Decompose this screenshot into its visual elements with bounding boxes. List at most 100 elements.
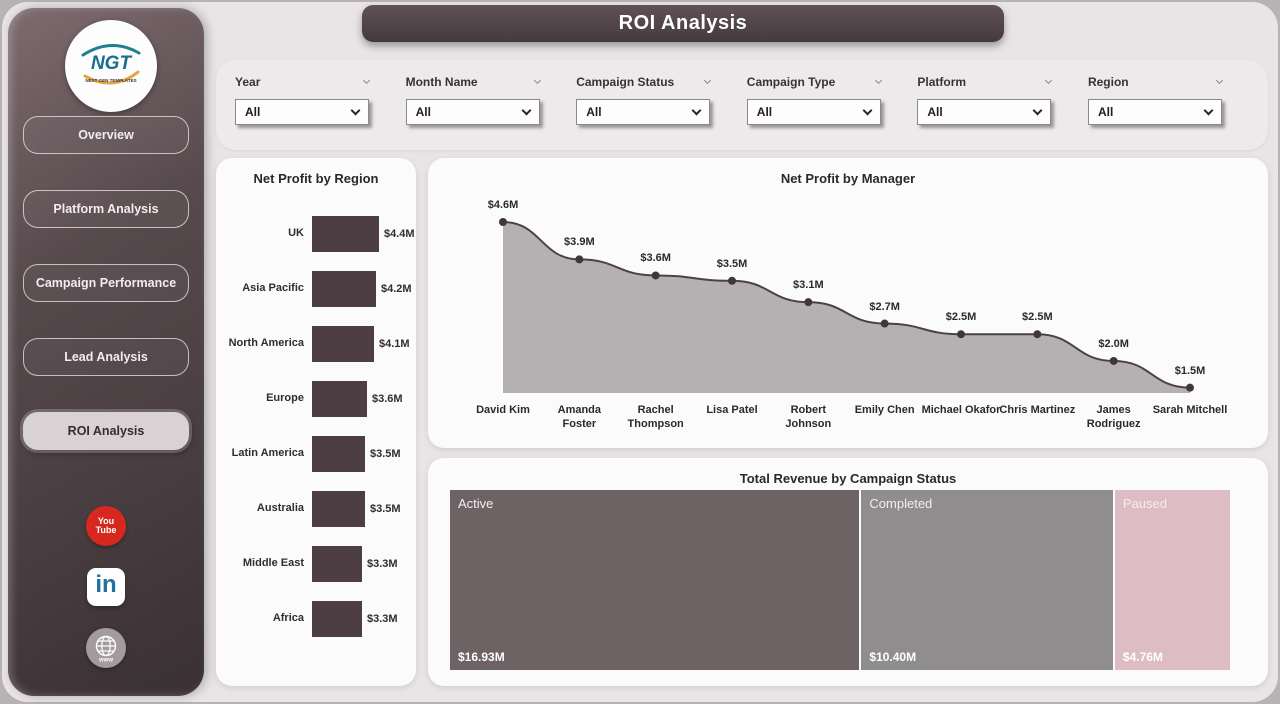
chevron-down-icon [350,105,361,115]
bar-category-label: North America [228,337,304,350]
filter-dropdown[interactable]: All [405,99,540,125]
point-value-label: $3.9M [564,236,595,249]
point-value-label: $3.1M [793,279,824,292]
x-axis-label: Rachel Thompson [627,404,684,430]
point-value-label: $2.5M [945,311,977,324]
chevron-down-icon [704,76,712,84]
bar-value-label: $3.3M [367,612,398,625]
point-value-label: $3.6M [640,252,671,265]
sidebar-item-lead-analysis[interactable]: Lead Analysis [23,338,189,376]
filter-label: Campaign Type [747,74,882,90]
treemap-segment-completed[interactable]: Completed $10.40M [861,490,1113,670]
segment-value: $16.93M [458,650,505,664]
area-fill [503,222,1190,393]
page-title-text: ROI Analysis [618,12,748,34]
ngt-logo-graphic: NGT NEXT GEN TEMPLATES [81,44,141,85]
region-bar-rows: UK $4.4M Asia Pacific $4.2M North America $4.… [216,206,416,646]
sidebar-item-campaign-performance[interactable]: Campaign Performance [23,264,189,302]
x-axis-label: James Rodriguez [1086,404,1141,430]
filter-dropdown[interactable]: All [746,99,881,125]
data-point[interactable] [880,319,889,328]
point-value-label: $2.5M [1022,311,1053,324]
chevron-down-icon [874,76,882,84]
revenue-by-status-card: Total Revenue by Campaign Status Active $… [428,458,1268,686]
filter-region: Region All [1087,74,1224,150]
filter-label: Month Name [406,74,541,90]
filter-selected-value: All [586,105,602,119]
data-point[interactable] [651,271,660,280]
youtube-icon[interactable]: You Tube [86,506,126,546]
treemap: Active $16.93M Completed $10.40M Paused $4.76… [450,490,1231,670]
chevron-down-icon [691,105,702,115]
area-chart-svg [499,218,1194,393]
filter-selected-value: All [1097,105,1114,119]
bar-row: Asia Pacific $4.2M [216,261,416,316]
filter-label: Platform [917,74,1053,90]
filter-selected-value: All [756,105,773,119]
data-point[interactable] [1186,383,1194,392]
bar-category-label: UK [288,227,304,240]
chevron-down-icon [533,76,541,84]
filter-bar: Year All Month Name All Campaign Status All Ca… [216,60,1268,150]
treemap-segment-paused[interactable]: Paused $4.76M [1114,490,1231,670]
bar[interactable] [312,545,362,582]
sidebar-item-overview[interactable]: Overview [23,116,189,154]
chevron-down-icon [362,76,371,84]
bar-row: North America $4.1M [216,316,416,371]
bar-row: Latin America $3.5M [216,426,416,481]
x-axis-label: David Kim [476,404,530,416]
chevron-down-icon [1045,76,1053,84]
filter-year: Year All [235,74,371,150]
filter-dropdown[interactable]: All [576,99,711,125]
bar[interactable] [312,380,367,417]
segment-label: Completed [869,496,933,511]
chevron-down-icon [521,105,532,115]
data-point[interactable] [499,218,507,226]
data-point[interactable] [575,255,584,264]
filter-label: Campaign Status [576,74,712,90]
bar[interactable] [312,600,362,637]
filter-dropdown[interactable]: All [1087,99,1222,125]
net-profit-by-manager-card: Net Profit by Manager $4.6M $3.9M $3.6M $3.… [428,158,1268,448]
trend-line [502,221,1191,389]
filter-campaign-type: Campaign Type All [746,74,882,150]
bar-category-label: Asia Pacific [242,282,304,295]
bar-row: Middle East $3.3M [216,536,416,591]
filter-selected-value: All [927,105,943,119]
segment-label: Paused [1122,496,1167,511]
filter-label: Year [235,74,371,90]
data-point[interactable] [1109,356,1118,365]
bar-category-label: Latin America [231,447,304,460]
segment-label: Active [458,496,494,511]
globe-graphic: www [95,635,117,664]
segment-value: $4.76M [1122,650,1163,664]
globe-www-label: www [98,658,113,664]
bar-value-label: $4.2M [381,282,412,295]
x-axis-label: Emily Chen [854,404,915,416]
bar[interactable] [312,435,365,472]
sidebar-item-platform-analysis[interactable]: Platform Analysis [23,190,189,228]
point-value-label: $2.0M [1098,337,1129,350]
linkedin-icon[interactable]: in [87,568,125,606]
filter-selected-value: All [245,105,261,119]
data-point[interactable] [1033,330,1042,339]
filter-dropdown[interactable]: All [917,99,1052,125]
point-value-label: $1.5M [1174,364,1206,377]
bar-value-label: $3.5M [370,447,401,460]
data-point[interactable] [804,298,813,307]
filter-campaign-status: Campaign Status All [576,74,712,150]
manager-chart: $4.6M $3.9M $3.6M $3.5M $3.1M $2.7M $2.5M $2.5M… [428,196,1268,446]
page-title: ROI Analysis [362,5,1004,42]
bar[interactable] [312,270,376,307]
bar[interactable] [312,325,374,362]
sidebar-item-roi-analysis[interactable]: ROI Analysis [23,412,189,450]
bar[interactable] [312,215,379,252]
website-globe-icon[interactable]: www [86,628,126,668]
data-point[interactable] [728,276,736,285]
x-axis-label: Robert Johnson [785,404,832,430]
bar[interactable] [312,490,365,527]
point-value-label: $2.7M [869,300,900,313]
treemap-segment-active[interactable]: Active $16.93M [450,490,860,670]
filter-dropdown[interactable]: All [235,99,369,125]
data-point[interactable] [957,330,965,339]
